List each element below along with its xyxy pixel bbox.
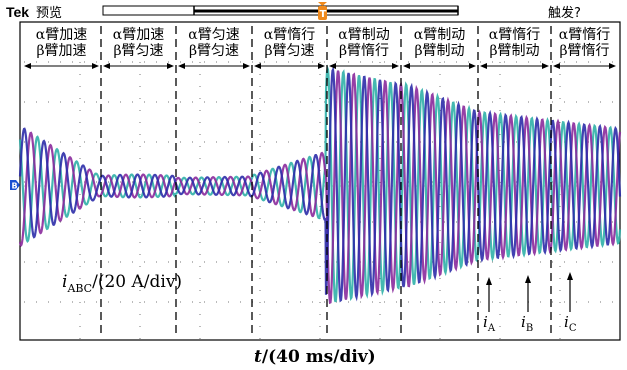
phase-c-sub: C [569, 323, 577, 334]
svg-text:iA: iA [483, 313, 496, 334]
scope-header: Tek 预览 T 触发? [0, 0, 627, 22]
svg-text:iC: iC [564, 313, 577, 334]
svg-text:T: T [320, 9, 327, 20]
segment-line1: α臂制动 [338, 27, 389, 43]
phase-a-sub: A [487, 323, 496, 334]
segment-labels: α臂加速β臂加速α臂加速β臂匀速α臂匀速β臂匀速α臂惰行β臂匀速α臂制动β臂惰行… [24, 24, 616, 69]
segment-line1: α臂加速 [36, 27, 87, 43]
segment-line2: β臂制动 [489, 43, 539, 59]
x-label-units: /(40 ms/div) [262, 347, 376, 367]
phase-a-trace [18, 66, 622, 303]
phase-c-label: i [564, 313, 569, 331]
trigger-t-icon[interactable]: T [318, 2, 327, 20]
trigger-status: 触发? [548, 5, 581, 21]
x-label-var: t [254, 347, 262, 367]
segment-line1: α臂惰行 [559, 27, 610, 43]
segment-line2: β臂惰行 [559, 43, 609, 59]
svg-text:iB: iB [521, 313, 533, 334]
waveform-traces [18, 64, 622, 305]
segment-line1: α臂加速 [113, 27, 164, 43]
x-axis-label: t/(40 ms/div) [254, 347, 376, 367]
y-label-units: /(20 A/div) [92, 272, 182, 292]
segment-separators [100, 26, 552, 338]
svg-text:B: B [12, 182, 18, 191]
segment-line1: α臂惰行 [264, 27, 315, 43]
phase-annotations: iA iB iC [483, 272, 577, 334]
brand-label: Tek [6, 4, 29, 20]
y-label-sub: ABC [66, 282, 92, 295]
segment-line2: β臂匀速 [264, 43, 314, 59]
y-axis-label: iABC/(20 A/div) [62, 272, 182, 295]
segment-line2: β臂惰行 [339, 43, 389, 59]
y-label-var: i [62, 272, 67, 292]
ground-arrow-icon[interactable]: B [10, 180, 20, 191]
segment-line2: β臂匀速 [189, 43, 239, 59]
phase-b-label: i [521, 313, 526, 331]
segment-line2: β臂加速 [36, 43, 86, 59]
phase-a-label: i [483, 313, 488, 331]
mode-label: 预览 [36, 5, 62, 21]
phase-c-trace [18, 70, 622, 305]
phase-b-sub: B [526, 323, 533, 334]
segment-line1: α臂制动 [414, 27, 465, 43]
segment-line2: β臂匀速 [113, 43, 163, 59]
segment-line1: α臂惰行 [489, 27, 540, 43]
segment-line2: β臂制动 [414, 43, 464, 59]
svg-text:iABC/(20 A/div): iABC/(20 A/div) [62, 272, 182, 295]
segment-line1: α臂匀速 [188, 27, 239, 43]
